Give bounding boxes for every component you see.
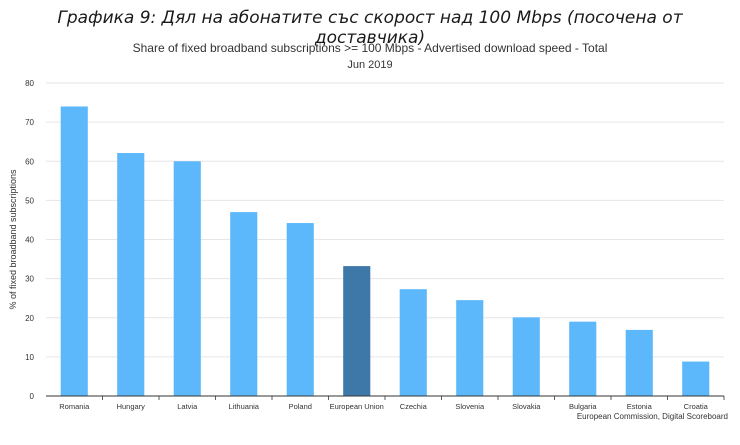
bar[interactable] [399, 289, 427, 396]
y-tick-label: 70 [25, 118, 34, 127]
source-credit: European Commission, Digital Scoreboard [576, 412, 728, 421]
bar[interactable] [60, 106, 88, 396]
x-tick-label: Estonia [627, 402, 653, 411]
bar[interactable] [512, 317, 540, 396]
x-tick-label: Romania [59, 402, 90, 411]
x-tick-label: Slovakia [512, 402, 541, 411]
x-tick-label: Slovenia [455, 402, 485, 411]
x-tick-label: Croatia [684, 402, 709, 411]
y-tick-label: 60 [25, 157, 34, 166]
x-tick-label: Latvia [177, 402, 198, 411]
bar[interactable] [682, 361, 710, 396]
x-tick-label: Czechia [400, 402, 428, 411]
y-axis-label: % of fixed broadband subscriptions [8, 169, 18, 310]
bar[interactable] [286, 223, 314, 396]
bar[interactable] [117, 153, 145, 396]
bar[interactable] [173, 161, 201, 396]
y-tick-label: 20 [25, 314, 34, 323]
bar[interactable] [343, 266, 371, 396]
y-tick-label: 40 [25, 236, 34, 245]
axes: 0 10 20 30 40 50 60 70 80 Romania Hungary Latvia Lit… [25, 79, 725, 411]
x-tick-label: Lithuania [229, 402, 260, 411]
gridlines [46, 82, 724, 358]
bar[interactable] [456, 300, 484, 396]
bars [60, 106, 710, 396]
x-tick-label: Hungary [117, 402, 146, 411]
figure-caption: Графика 9: Дял на абонатите със скорост … [57, 8, 683, 48]
y-tick-label: 80 [25, 79, 34, 88]
chart-subtitle: Jun 2019 [347, 59, 393, 71]
y-tick-label: 0 [30, 392, 35, 401]
chart-title: Share of fixed broadband subscriptions >… [132, 41, 608, 55]
x-tick-label: Bulgaria [569, 402, 597, 411]
bar[interactable] [569, 321, 597, 396]
bar[interactable] [230, 212, 258, 396]
x-tick-label: European Union [330, 402, 384, 411]
bar[interactable] [625, 329, 653, 396]
x-tick-label: Poland [289, 402, 312, 411]
y-tick-label: 50 [25, 196, 34, 205]
y-tick-label: 10 [25, 353, 34, 362]
y-tick-label: 30 [25, 275, 34, 284]
